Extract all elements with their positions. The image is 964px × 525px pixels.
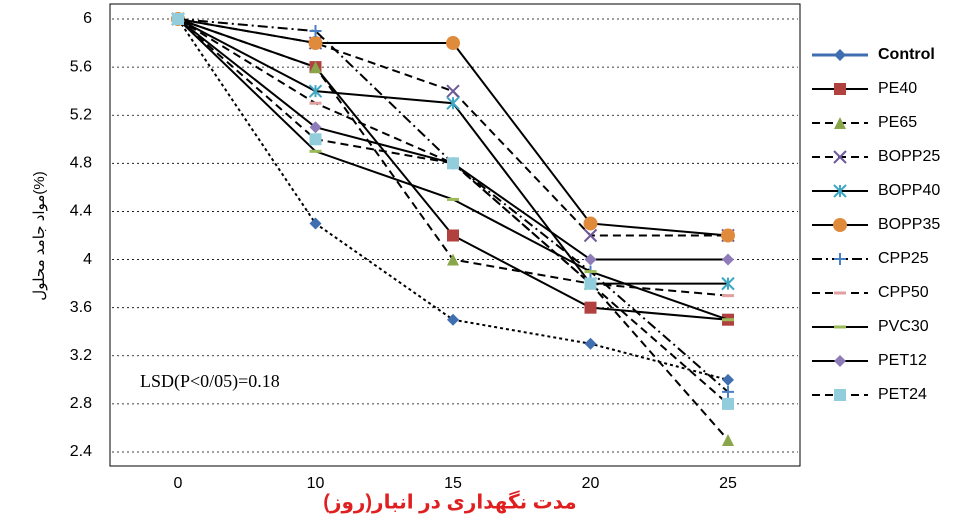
marker: [583, 228, 598, 243]
y-tick-label: 2.4: [70, 443, 92, 460]
marker: [722, 253, 734, 266]
marker: [447, 157, 459, 170]
series-line: [177, 18, 728, 237]
marker: [447, 229, 459, 242]
legend-label: BOPP25: [878, 148, 940, 165]
marker: [309, 149, 322, 153]
legend-marker: [834, 253, 846, 265]
series-line: [177, 18, 729, 321]
legend-marker: [834, 325, 846, 329]
marker: [583, 216, 598, 231]
marker: [309, 101, 322, 105]
legend-marker: [834, 83, 846, 95]
marker: [722, 318, 734, 322]
series-line: [177, 18, 729, 237]
marker: [308, 84, 323, 98]
marker: [722, 385, 734, 398]
legend-marker: [833, 184, 847, 198]
marker: [721, 228, 735, 243]
series-line: [177, 18, 729, 393]
marker: [309, 133, 322, 146]
legend-marker: [833, 218, 847, 232]
legend-marker: [833, 150, 847, 164]
series-line: [177, 18, 728, 285]
marker: [447, 253, 459, 266]
marker: [721, 276, 735, 291]
legend-label: PET24: [878, 386, 927, 403]
marker: [309, 121, 322, 134]
marker: [584, 301, 597, 314]
legend-marker: [834, 49, 846, 61]
series-line: [177, 18, 729, 405]
y-axis-label: مواد جامد محلول(%): [31, 171, 48, 300]
marker: [308, 36, 323, 51]
marker: [309, 61, 322, 74]
y-tick-label: 3.6: [70, 299, 92, 316]
x-tick-label: 15: [444, 475, 462, 492]
legend-label: PE65: [878, 114, 917, 131]
marker: [446, 36, 460, 51]
marker: [722, 433, 734, 446]
legend-label: PVC30: [878, 318, 929, 335]
marker: [722, 294, 734, 298]
y-tick-label: 4.8: [70, 155, 92, 172]
legend-label: PE40: [878, 80, 917, 97]
plot-frame: [109, 3, 801, 467]
legend-label: BOPP35: [878, 216, 940, 233]
series-line: [177, 18, 728, 261]
x-axis-label: مدت نگهداری در انبار(روز): [323, 489, 576, 513]
legend-label: PET12: [878, 352, 927, 369]
marker: [447, 197, 459, 201]
legend-marker: [834, 291, 846, 295]
marker: [584, 253, 597, 266]
marker: [309, 217, 322, 230]
legend-marker: [834, 117, 846, 129]
y-tick-label: 4: [83, 251, 92, 268]
marker: [309, 25, 322, 38]
marker: [446, 84, 460, 98]
marker: [584, 277, 597, 290]
x-tick-label: 25: [719, 475, 737, 492]
series-line: [177, 18, 729, 321]
x-tick-label: 10: [307, 475, 325, 492]
legend-label: CPP25: [878, 250, 929, 267]
marker: [172, 13, 184, 25]
marker: [447, 313, 459, 326]
y-tick-label: 2.8: [70, 395, 92, 412]
marker: [446, 96, 460, 110]
legend-marker: [834, 355, 846, 367]
annotation: LSD(P<0/05)=0.18: [140, 371, 280, 392]
marker: [722, 397, 734, 410]
y-tick-label: 5.6: [70, 58, 92, 75]
marker: [584, 337, 597, 350]
marker: [584, 270, 597, 274]
legend-marker: [834, 389, 846, 401]
x-tick-label: 0: [174, 475, 183, 492]
y-tick-label: 6: [83, 10, 92, 27]
y-tick-label: 4.4: [70, 203, 92, 220]
legend-label: CPP50: [878, 284, 929, 301]
y-tick-label: 5.2: [70, 106, 92, 123]
legend-label: Control: [878, 46, 935, 63]
legend-label: BOPP40: [878, 182, 940, 199]
x-tick-label: 20: [582, 475, 600, 492]
marker: [722, 373, 734, 386]
y-tick-label: 3.2: [70, 347, 92, 364]
